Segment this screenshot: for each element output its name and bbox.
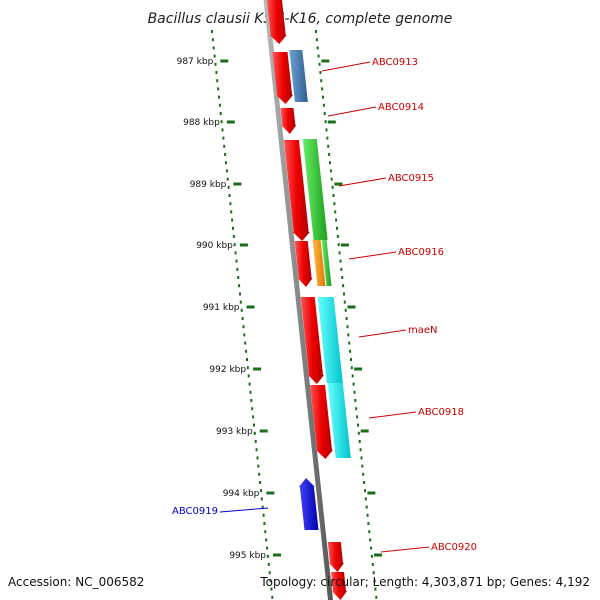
gene-label[interactable]: maeN — [408, 325, 438, 336]
gene-leader-line — [358, 329, 407, 338]
kbp-tick-mark — [259, 429, 268, 433]
cds-arrow — [294, 241, 313, 287]
kbp-tick-mark-right — [360, 429, 369, 433]
accession-text: Accession: NC_006582 — [8, 575, 144, 589]
kbp-tick-label: 992 kbp — [209, 365, 246, 375]
kbp-tick-label: 994 kbp — [223, 489, 260, 499]
gene-label[interactable]: ABC0918 — [418, 407, 464, 418]
gene-leader-line — [338, 177, 387, 187]
gene-label[interactable]: ABC0914 — [378, 102, 424, 113]
kbp-tick-mark — [246, 305, 255, 309]
kbp-tick-mark-right — [340, 243, 349, 247]
gene-leader-line — [380, 546, 430, 553]
gene-label[interactable]: ABC0915 — [388, 173, 434, 184]
kbp-tick-label: 989 kbp — [190, 180, 227, 190]
gene-leader-line — [321, 61, 371, 72]
cds-arrow — [283, 140, 310, 241]
tick-layer: 987 kbp 988 kbp 989 kbp 990 kbp 991 kbp 992 k… — [177, 57, 382, 561]
cds-arrow — [300, 297, 324, 384]
feature-layer — [289, 50, 351, 458]
kbp-tick-mark-right — [347, 305, 356, 309]
cds-arrow — [310, 385, 333, 459]
cds-arrow — [267, 0, 287, 44]
kbp-tick-mark-right — [367, 491, 376, 495]
gene-leader-line — [219, 507, 269, 513]
gene-label[interactable]: ABC0919 — [172, 506, 218, 517]
feature-bar-green-lower — [321, 240, 332, 286]
feature-bar-orange — [312, 240, 326, 286]
kbp-tick-mark — [273, 553, 281, 557]
kbp-tick-mark — [226, 120, 235, 124]
cds-arrow — [280, 108, 297, 134]
cds-arrow — [272, 52, 294, 104]
kbp-tick-mark-right — [354, 367, 363, 371]
kbp-tick-label: 995 kbp — [229, 551, 266, 561]
gene-leader-line — [327, 106, 377, 117]
gene-label[interactable]: ABC0920 — [431, 542, 477, 553]
feature-bar-cyan-lower — [327, 383, 351, 458]
kbp-tick-mark — [233, 182, 242, 186]
kbp-tick-mark-right — [374, 553, 382, 557]
kbp-tick-label: 990 kbp — [196, 241, 233, 251]
kbp-tick-mark-right — [334, 182, 343, 186]
gene-leader-line — [368, 411, 417, 419]
gene-leader-line — [348, 251, 397, 260]
kbp-tick-label: 987 kbp — [177, 57, 214, 67]
genome-backbone — [263, 0, 333, 600]
topology-text: Topology: circular; Length: 4,303,871 bp… — [259, 575, 590, 589]
feature-bar-blue — [289, 50, 308, 102]
kbp-tick-mark — [239, 243, 248, 247]
kbp-tick-mark — [266, 491, 275, 495]
feature-bar-cyan — [317, 297, 343, 383]
cds-arrow — [331, 572, 347, 600]
kbp-tick-label: 991 kbp — [203, 303, 240, 313]
kbp-tick-mark — [220, 59, 229, 63]
kbp-tick-mark-right — [327, 120, 336, 124]
cds-layer — [267, 0, 347, 600]
gene-label-layer: ABC0913 ABC0914 ABC0915 ABC0916 maeN ABC0918 A… — [172, 57, 477, 553]
kbp-tick-label: 993 kbp — [216, 427, 253, 437]
gene-label[interactable]: ABC0913 — [372, 57, 418, 68]
kbp-tick-label: 988 kbp — [183, 118, 220, 128]
map-title: Bacillus clausii KSM-K16, complete genom… — [148, 11, 453, 27]
feature-bar-green — [302, 139, 328, 240]
cds-arrow-reverse — [298, 478, 319, 530]
gene-label[interactable]: ABC0916 — [398, 247, 444, 258]
scale-dots — [211, 30, 378, 599]
kbp-tick-mark — [253, 367, 262, 371]
kbp-tick-mark-right — [321, 59, 330, 63]
cds-arrow — [327, 542, 344, 572]
